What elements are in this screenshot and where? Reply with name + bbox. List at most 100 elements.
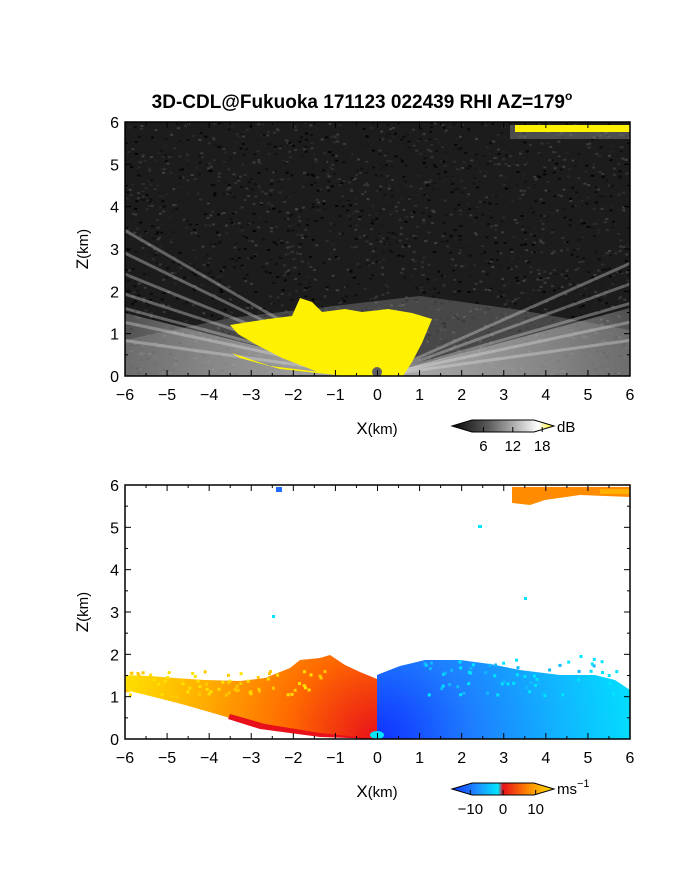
noise-pixel [152, 258, 155, 261]
noise-pixel [270, 183, 274, 186]
backscatter-xtick-label: 6 [626, 387, 635, 404]
noise-pixel [461, 166, 464, 169]
noise-pixel [387, 134, 391, 137]
noise-pixel [131, 183, 135, 186]
noise-pixel [169, 171, 173, 174]
noise-pixel [281, 314, 285, 317]
noise-pixel [212, 122, 216, 125]
noise-pixel [599, 270, 602, 273]
noise-pixel [137, 135, 141, 138]
noise-pixel [422, 256, 426, 259]
noise-pixel [364, 158, 368, 161]
noise-pixel [329, 252, 333, 255]
noise-pixel [425, 239, 429, 242]
noise-pixel [401, 206, 405, 209]
noise-pixel [400, 138, 404, 141]
noise-pixel [540, 142, 544, 145]
noise-pixel [280, 241, 284, 244]
noise-pixel [537, 272, 541, 275]
noise-pixel [222, 208, 226, 211]
noise-pixel [534, 238, 538, 241]
noise-pixel [608, 267, 611, 270]
noise-pixel [284, 139, 288, 142]
noise-pixel [574, 205, 578, 207]
noise-pixel [517, 329, 521, 332]
noise-pixel [514, 298, 518, 301]
noise-pixel [299, 267, 303, 270]
noise-pixel [394, 155, 398, 158]
noise-pixel [230, 158, 233, 161]
noise-pixel [518, 135, 522, 138]
noise-pixel [625, 245, 628, 248]
noise-pixel [476, 186, 480, 189]
noise-pixel [401, 245, 405, 248]
noise-pixel [424, 240, 427, 243]
noise-pixel [153, 188, 157, 191]
noise-pixel [383, 154, 387, 157]
noise-pixel [523, 141, 527, 144]
noise-pixel [280, 186, 283, 189]
noise-pixel [433, 353, 437, 356]
noise-pixel [209, 165, 213, 168]
noise-pixel [143, 159, 147, 162]
noise-pixel [485, 236, 489, 239]
noise-pixel [403, 276, 407, 279]
noise-pixel [274, 243, 278, 246]
noise-pixel [522, 192, 526, 195]
noise-pixel [508, 123, 512, 126]
velocity-edge-pixel [227, 681, 231, 685]
noise-pixel [503, 303, 507, 306]
noise-pixel [179, 279, 183, 282]
noise-pixel [594, 222, 598, 225]
velocity-xtick-label: 6 [626, 750, 635, 767]
noise-pixel [484, 156, 488, 159]
noise-pixel [587, 271, 591, 274]
velocity-edge-pixel [319, 676, 323, 680]
noise-pixel [349, 270, 353, 273]
noise-pixel [378, 212, 382, 215]
noise-pixel [147, 243, 151, 246]
noise-pixel [560, 273, 564, 276]
noise-pixel [126, 191, 129, 194]
noise-pixel [294, 129, 298, 131]
noise-pixel [466, 202, 470, 205]
noise-pixel [235, 251, 239, 254]
noise-pixel [589, 226, 593, 229]
velocity-xtick-label: 3 [499, 750, 508, 767]
noise-pixel [311, 206, 315, 209]
noise-pixel [374, 301, 378, 304]
velocity-edge-pixel [500, 682, 504, 686]
noise-pixel [386, 291, 390, 294]
velocity-edge-pixel [221, 680, 225, 684]
noise-pixel [166, 162, 170, 165]
noise-pixel [172, 295, 176, 298]
backscatter-xlabel-unit: (km) [368, 421, 398, 438]
noise-pixel [334, 137, 338, 140]
velocity-edge-pixel [302, 670, 306, 674]
noise-pixel [303, 235, 307, 238]
noise-pixel [432, 250, 436, 253]
noise-pixel [380, 266, 384, 269]
noise-pixel [128, 269, 131, 272]
noise-pixel [248, 222, 252, 225]
noise-pixel [537, 289, 541, 292]
noise-pixel [302, 176, 306, 179]
noise-pixel [323, 207, 327, 210]
noise-pixel [559, 168, 563, 171]
noise-pixel [263, 314, 267, 317]
noise-pixel [401, 267, 405, 270]
noise-pixel [385, 263, 389, 266]
noise-pixel [595, 136, 599, 139]
noise-pixel [386, 123, 390, 126]
noise-pixel [197, 235, 201, 237]
noise-pixel [127, 151, 131, 154]
noise-pixel [427, 199, 431, 202]
noise-pixel [436, 330, 440, 333]
noise-pixel [267, 130, 271, 133]
noise-pixel [310, 133, 314, 136]
noise-pixel [426, 148, 430, 151]
noise-pixel [407, 197, 411, 200]
noise-pixel [278, 300, 282, 303]
noise-pixel [484, 124, 488, 127]
noise-pixel [381, 251, 385, 254]
